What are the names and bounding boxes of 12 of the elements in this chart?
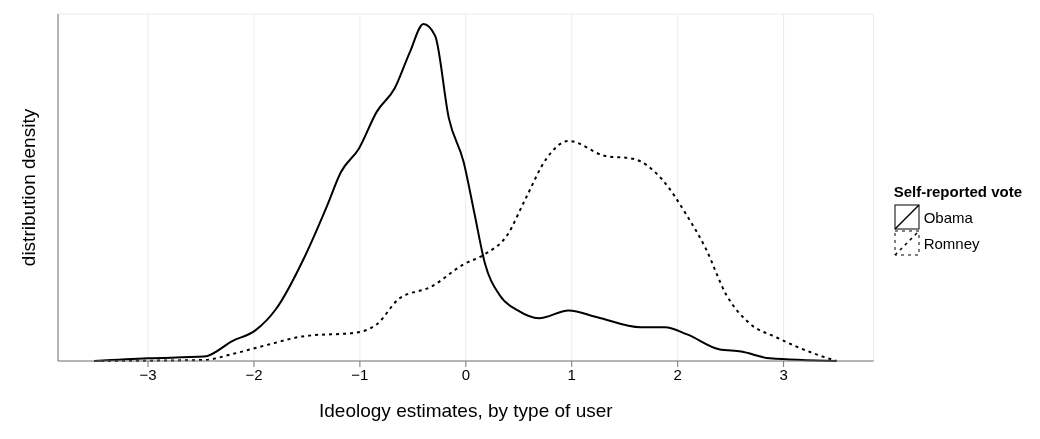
x-tick-label: −1 bbox=[351, 365, 369, 383]
y-axis-title: distribution density bbox=[17, 108, 39, 267]
x-tick-label: 2 bbox=[673, 365, 682, 383]
legend-label: Obama bbox=[923, 208, 973, 226]
x-tick-label: −3 bbox=[139, 365, 157, 383]
x-tick-label: 0 bbox=[461, 365, 470, 383]
x-tick-label: −2 bbox=[245, 365, 263, 383]
x-tick-label: 1 bbox=[567, 365, 576, 383]
x-axis-title: Ideology estimates, by type of user bbox=[319, 400, 614, 421]
legend-title: Self-reported vote bbox=[893, 183, 1022, 200]
x-tick-label: 3 bbox=[779, 365, 788, 383]
legend-label: Romney bbox=[923, 234, 980, 252]
